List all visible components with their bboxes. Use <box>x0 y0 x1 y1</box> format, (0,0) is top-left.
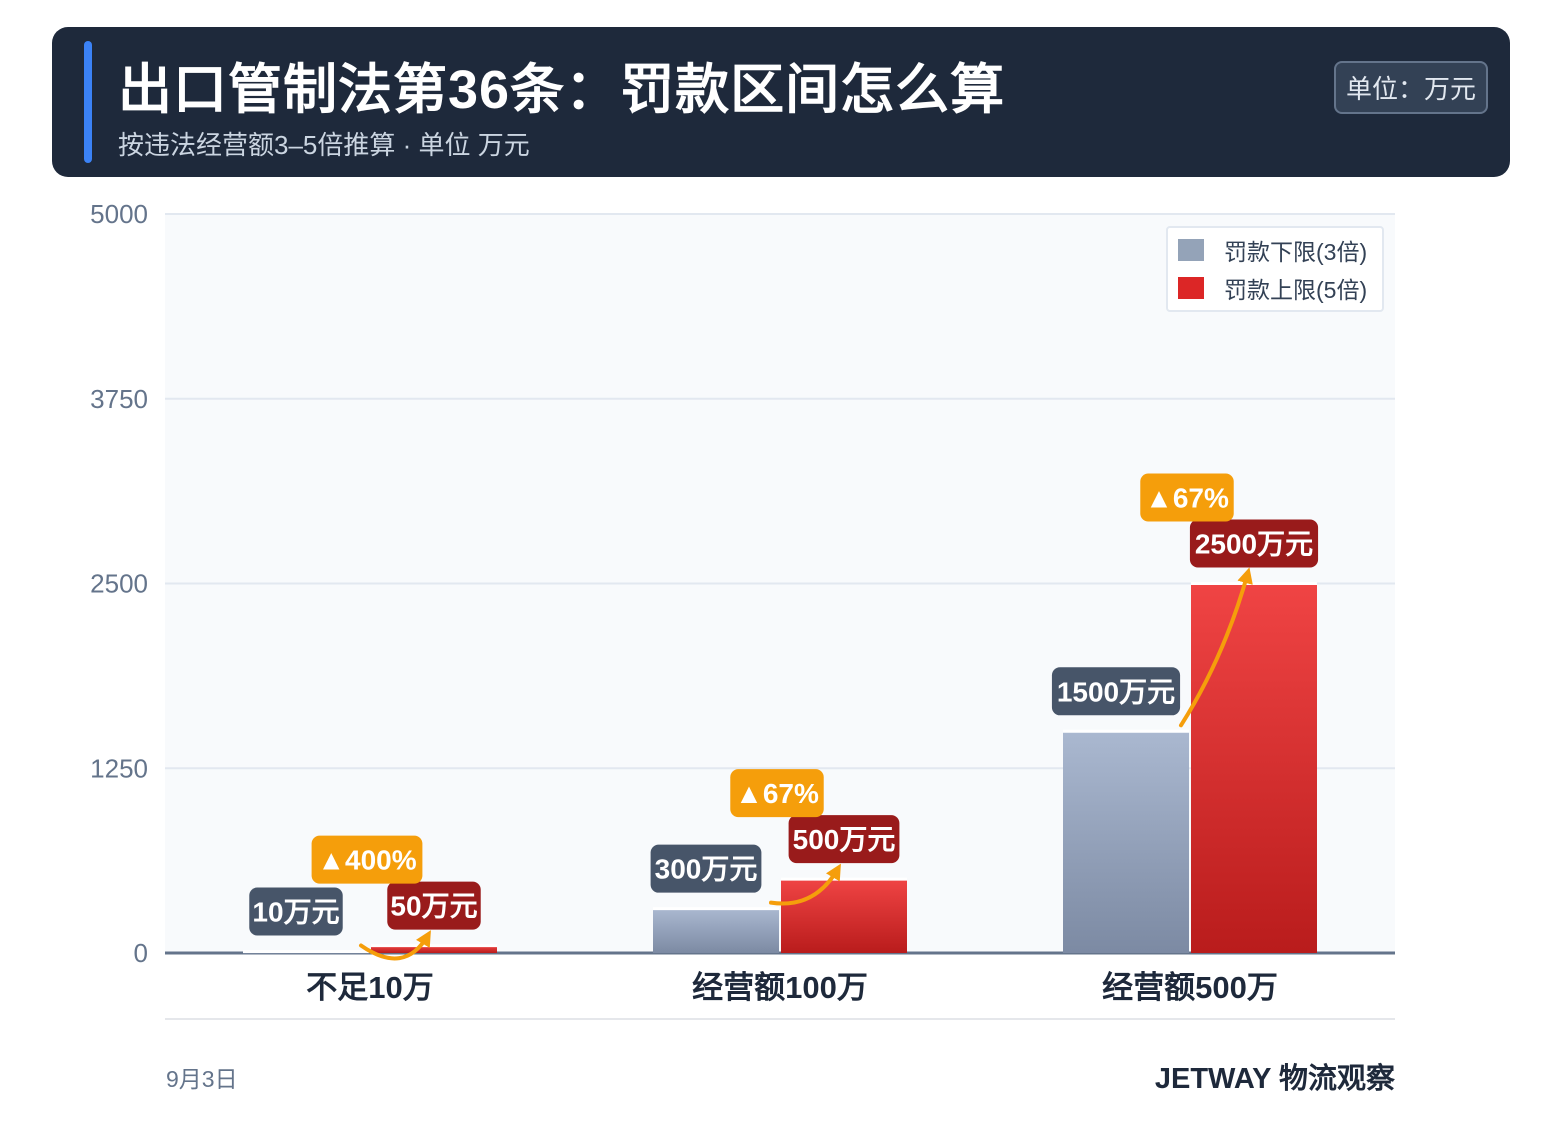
chart-title: 出口管制法第36条：罚款区间怎么算 <box>118 60 1006 120</box>
value-label-upper-bg <box>788 815 900 864</box>
increase-arrow <box>359 930 431 961</box>
bar-lower <box>1063 731 1189 953</box>
value-label-upper: 2500万元 <box>1189 519 1319 568</box>
increase-label-bg <box>1140 473 1234 522</box>
value-label-lower-bg <box>650 844 762 893</box>
value-label-upper-text: 2500万元 <box>1195 529 1313 560</box>
value-label-lower-text: 1500万元 <box>1057 676 1175 707</box>
value-label-lower-bg <box>249 887 343 936</box>
footer-date: 9月3日 <box>166 1066 238 1092</box>
header-accent-bar <box>84 41 92 163</box>
unit-badge: 单位：万元 <box>1333 61 1488 114</box>
value-label-upper-text: 500万元 <box>793 824 896 855</box>
increase-label-text: ▲400% <box>317 845 416 876</box>
increase-arrow <box>769 863 841 906</box>
footer-divider <box>165 1018 1395 1020</box>
y-tick-label: 2500 <box>90 569 148 599</box>
bar-upper <box>371 945 497 953</box>
increase-arrow <box>1179 567 1253 728</box>
bar-upper <box>1191 583 1317 953</box>
value-label-upper-bg <box>1189 519 1319 568</box>
chart-subtitle: 按违法经营额3–5倍推算 · 单位 万元 <box>118 130 530 160</box>
value-label-lower: 10万元 <box>249 887 343 936</box>
legend-swatch-upper <box>1178 277 1204 299</box>
increase-label-text: ▲67% <box>735 778 819 809</box>
value-label-lower: 1500万元 <box>1051 667 1181 716</box>
value-label-lower-bg <box>1051 667 1181 716</box>
chart-legend: 罚款下限(3倍) 罚款上限(5倍) <box>1166 226 1384 312</box>
increase-label: ▲67% <box>730 769 824 818</box>
value-label-upper: 50万元 <box>387 881 481 930</box>
x-category-label: 经营额500万 <box>1102 970 1278 1005</box>
value-label-upper-bg <box>387 881 481 930</box>
bar-lower <box>653 908 779 953</box>
increase-label-bg <box>311 835 423 884</box>
legend-item-lower: 罚款下限(3倍) <box>1178 234 1367 266</box>
legend-swatch-lower <box>1178 239 1204 261</box>
bar-upper <box>781 879 907 953</box>
y-tick-label: 5000 <box>90 199 148 229</box>
x-category-label: 经营额100万 <box>692 970 868 1005</box>
increase-label: ▲67% <box>1140 473 1234 522</box>
x-category-label: 不足10万 <box>306 970 433 1005</box>
value-label-lower-text: 10万元 <box>252 897 339 928</box>
value-label-upper: 500万元 <box>788 815 900 864</box>
y-tick-label: 0 <box>134 938 148 968</box>
legend-item-upper: 罚款上限(5倍) <box>1178 272 1367 304</box>
value-label-upper-text: 50万元 <box>390 891 477 922</box>
chart-header: 出口管制法第36条：罚款区间怎么算 按违法经营额3–5倍推算 · 单位 万元 单… <box>52 27 1510 177</box>
y-tick-label: 3750 <box>90 384 148 414</box>
value-label-lower-text: 300万元 <box>655 854 758 885</box>
y-tick-label: 1250 <box>90 753 148 783</box>
increase-label-text: ▲67% <box>1145 483 1229 514</box>
increase-label: ▲400% <box>311 835 423 884</box>
footer-brand: JETWAY 物流观察 <box>1154 1063 1395 1095</box>
legend-label-lower: 罚款下限(3倍) <box>1224 239 1368 265</box>
value-label-lower: 300万元 <box>650 844 762 893</box>
increase-label-bg <box>730 769 824 818</box>
legend-label-upper: 罚款上限(5倍) <box>1224 277 1368 303</box>
